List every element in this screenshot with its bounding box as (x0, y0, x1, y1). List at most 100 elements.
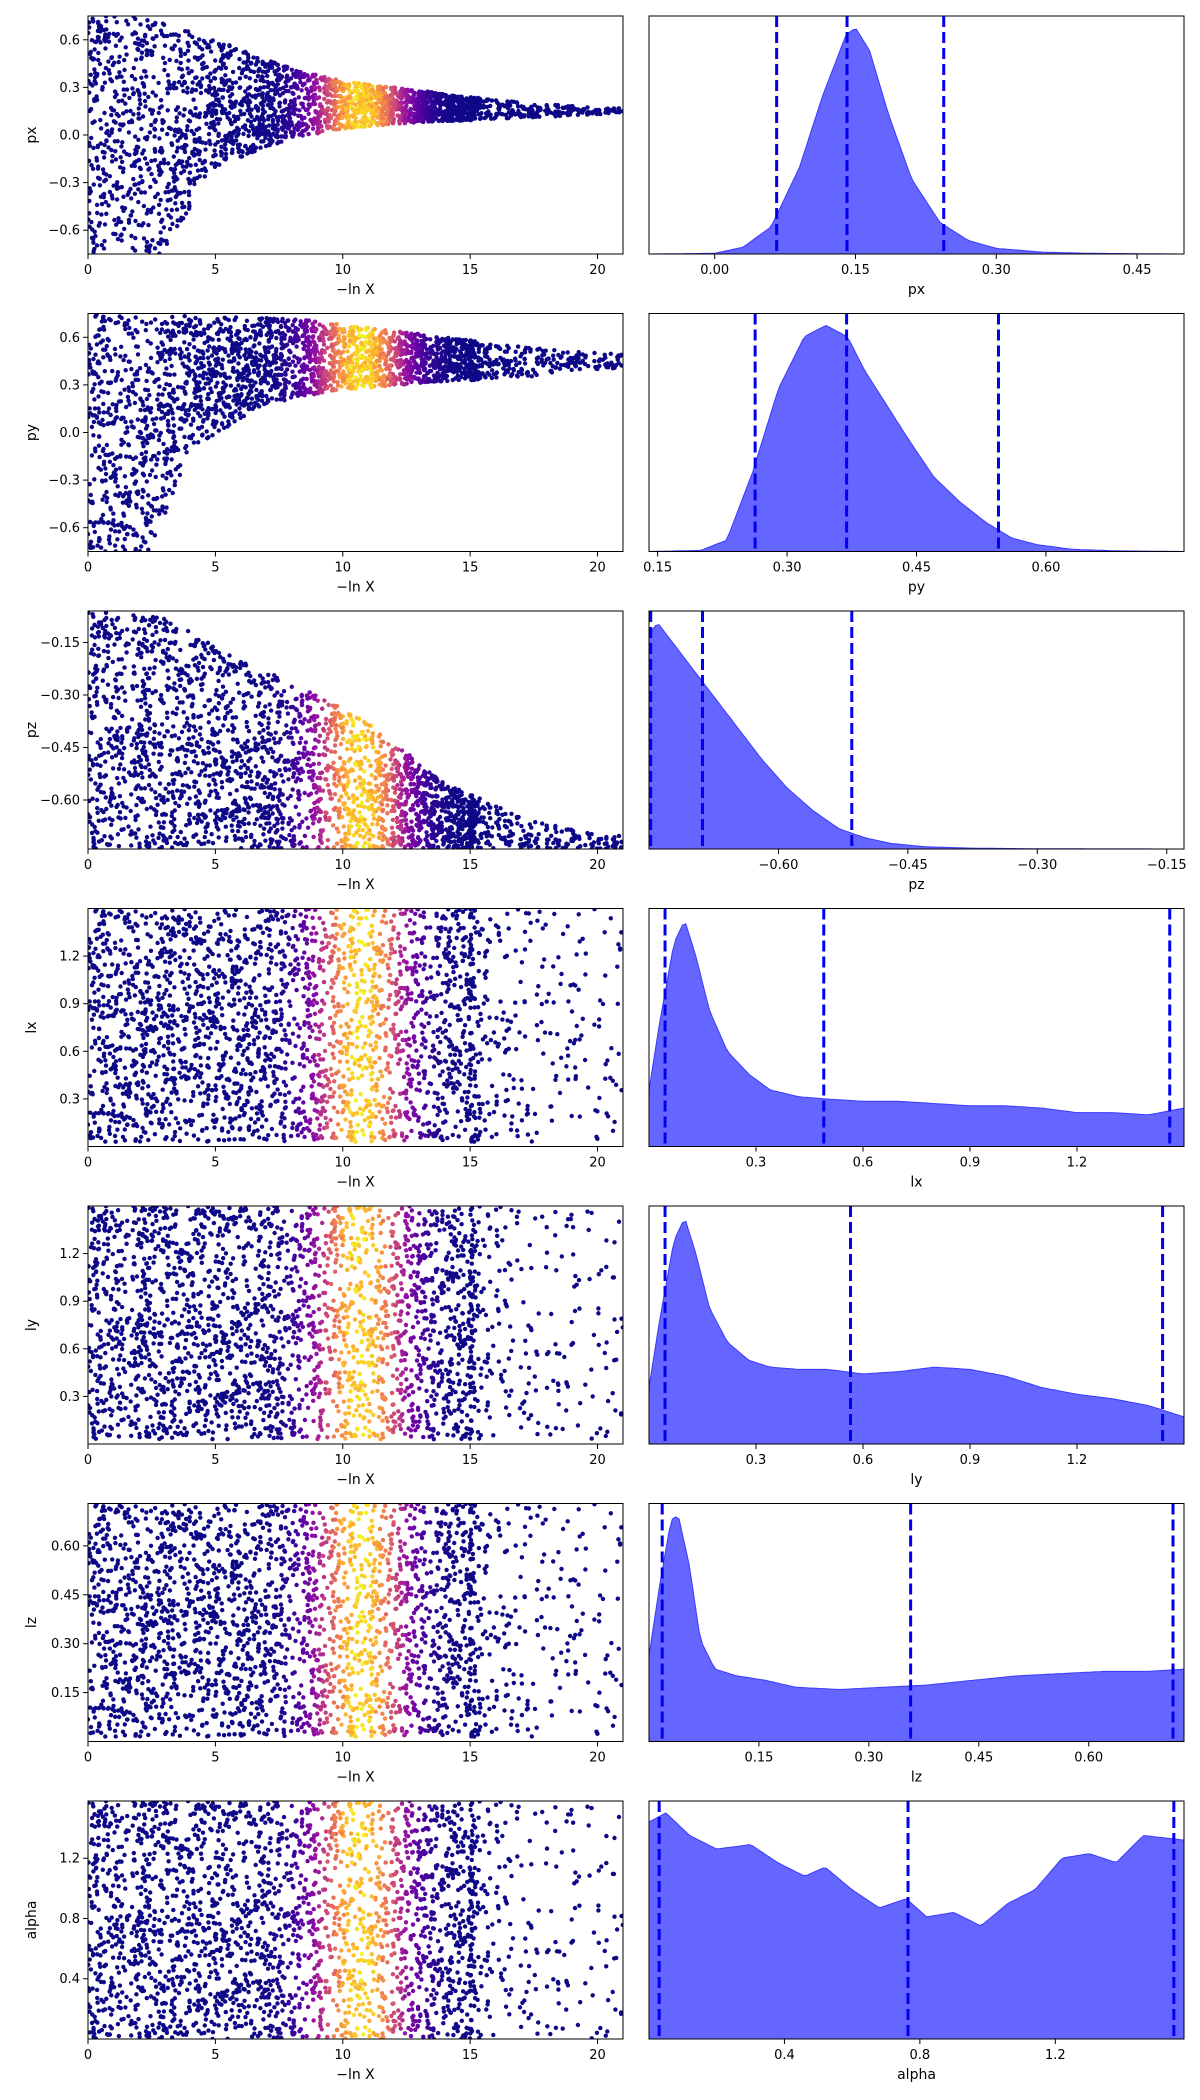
sample-point (225, 115, 230, 120)
sample-point (96, 223, 102, 228)
sample-point (496, 107, 502, 113)
sample-point (369, 104, 374, 109)
sample-point (161, 441, 166, 447)
sample-point (251, 132, 256, 137)
x-tick-label: 0.00 (700, 263, 729, 278)
sample-point (321, 342, 327, 347)
sample-point (283, 98, 288, 103)
sample-point (181, 403, 186, 409)
sample-point (616, 360, 621, 366)
sample-point (376, 90, 381, 96)
sample-point (99, 242, 105, 248)
sample-point (145, 207, 151, 213)
sample-point (600, 357, 606, 362)
sample-point (598, 111, 603, 117)
sample-point (148, 519, 153, 524)
sample-point (158, 230, 163, 235)
sample-point (279, 372, 284, 378)
sample-point (282, 332, 287, 337)
sample-point (197, 388, 202, 393)
sample-point (257, 341, 262, 346)
sample-point (220, 106, 226, 112)
sample-point (189, 69, 194, 74)
sample-point (117, 165, 123, 170)
sample-point (156, 110, 161, 116)
sample-point (133, 377, 138, 382)
sample-point (307, 102, 312, 107)
sample-point (199, 167, 204, 173)
sample-point (556, 112, 561, 117)
sample-point (421, 119, 426, 125)
sample-point (403, 105, 408, 110)
sample-point (404, 101, 409, 106)
sample-point (217, 117, 223, 122)
sample-point (327, 353, 333, 358)
sample-point (191, 440, 197, 445)
sample-point (106, 537, 112, 542)
sample-point (91, 56, 97, 62)
sample-point (275, 62, 280, 67)
sample-point (566, 357, 571, 362)
sample-point (592, 358, 597, 364)
sample-point (148, 320, 154, 325)
sample-point (194, 139, 199, 144)
sample-point (137, 366, 143, 371)
sample-point (392, 382, 397, 387)
sample-point (284, 83, 289, 89)
sample-point (243, 60, 249, 65)
sample-point (165, 411, 171, 416)
sample-point (172, 133, 177, 138)
sample-point (121, 111, 126, 116)
sample-point (340, 330, 345, 335)
sample-point (521, 106, 526, 111)
sample-point (205, 348, 210, 353)
sample-point (101, 423, 106, 428)
sample-point (253, 86, 259, 92)
sample-point (95, 144, 100, 150)
sample-point (198, 394, 203, 399)
sample-point (177, 346, 183, 352)
sample-point (389, 87, 394, 92)
sample-point (290, 359, 296, 364)
sample-point (90, 369, 95, 374)
sample-point (113, 320, 118, 326)
sample-point (475, 341, 480, 346)
sample-point (322, 326, 327, 331)
sample-point (381, 382, 386, 387)
sample-point (302, 128, 308, 133)
sample-point (212, 320, 217, 325)
sample-point (125, 394, 131, 400)
sample-point (306, 344, 311, 349)
sample-point (343, 126, 348, 131)
sample-point (170, 416, 176, 421)
sample-point (182, 434, 187, 440)
sample-point (278, 134, 284, 139)
sample-point (255, 73, 261, 79)
sample-point (551, 353, 556, 358)
sample-point (102, 369, 108, 374)
sample-point (260, 69, 265, 74)
sample-point (211, 119, 216, 125)
sample-point (330, 363, 335, 368)
sample-point (217, 103, 222, 108)
sample-point (148, 107, 153, 112)
sample-point (92, 397, 97, 402)
sample-point (356, 81, 362, 86)
sample-point (109, 112, 114, 118)
sample-point (114, 92, 119, 97)
sample-point (175, 145, 180, 150)
sample-point (335, 383, 341, 388)
sample-point (150, 238, 155, 243)
sample-point (113, 43, 119, 48)
sample-point (379, 115, 385, 121)
sample-point (137, 41, 142, 46)
sample-point (114, 33, 119, 38)
sample-point (236, 361, 241, 366)
sample-point (136, 157, 142, 163)
sample-point (103, 32, 108, 37)
sample-point (197, 149, 202, 154)
sample-point (264, 400, 269, 406)
sample-point (112, 346, 118, 352)
sample-point (98, 117, 103, 123)
sample-point (185, 364, 190, 370)
